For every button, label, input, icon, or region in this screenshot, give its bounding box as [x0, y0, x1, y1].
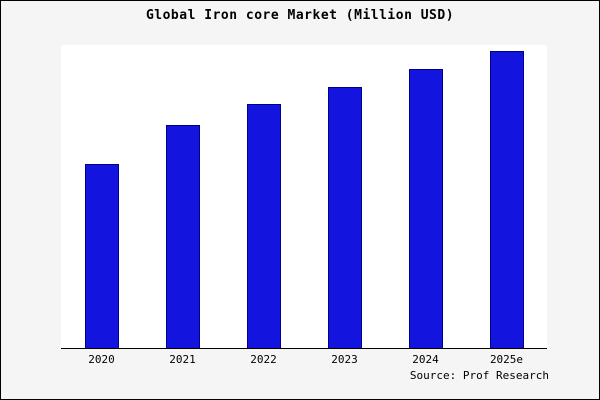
bar-2025e	[489, 50, 524, 348]
bar-2021	[165, 125, 200, 348]
bar-cell	[223, 45, 304, 348]
bar-cell	[304, 45, 385, 348]
bar-cell	[466, 45, 547, 348]
bar-cell	[61, 45, 142, 348]
chart-title: Global Iron core Market (Million USD)	[145, 8, 455, 23]
x-tick-2024: 2024	[412, 353, 439, 366]
plot-area	[61, 45, 547, 349]
bar-2020	[84, 163, 119, 348]
x-tick-2020: 2020	[88, 353, 115, 366]
bar-cell	[385, 45, 466, 348]
x-axis-labels: 2020 2021 2022 2023 2024 2025e	[61, 353, 547, 366]
source-credit: Source: Prof Research	[409, 369, 549, 382]
x-tick-2023: 2023	[331, 353, 358, 366]
bar-2022	[246, 104, 281, 348]
x-tick-2022: 2022	[250, 353, 277, 366]
x-tick-2021: 2021	[169, 353, 196, 366]
bar-2023	[327, 86, 362, 348]
bar-2024	[408, 68, 443, 348]
x-tick-2025e: 2025e	[489, 353, 524, 366]
bar-cell	[142, 45, 223, 348]
